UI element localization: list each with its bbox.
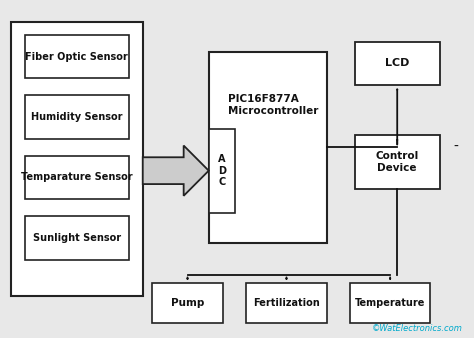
Text: A
D
C: A D C (218, 154, 226, 187)
Text: Temparature Sensor: Temparature Sensor (21, 172, 133, 183)
FancyBboxPatch shape (25, 155, 128, 199)
FancyBboxPatch shape (25, 95, 128, 139)
Text: PIC16F877A
Microcontroller: PIC16F877A Microcontroller (228, 94, 319, 116)
FancyBboxPatch shape (25, 216, 128, 260)
FancyBboxPatch shape (350, 283, 430, 323)
FancyBboxPatch shape (152, 283, 223, 323)
Text: Pump: Pump (171, 298, 204, 308)
Text: ©WatElectronics.com: ©WatElectronics.com (372, 324, 463, 333)
Polygon shape (143, 146, 209, 196)
Text: LCD: LCD (385, 58, 410, 68)
Text: Control
Device: Control Device (375, 151, 419, 173)
FancyBboxPatch shape (209, 52, 327, 243)
Text: -: - (454, 140, 458, 154)
Text: Temperature: Temperature (355, 298, 425, 308)
Text: Fiber Optic Sensor: Fiber Optic Sensor (26, 52, 128, 62)
FancyBboxPatch shape (25, 35, 128, 78)
Text: Sunlight Sensor: Sunlight Sensor (33, 233, 121, 243)
FancyBboxPatch shape (355, 136, 439, 189)
FancyBboxPatch shape (209, 129, 235, 213)
FancyBboxPatch shape (11, 22, 143, 296)
Text: Humidity Sensor: Humidity Sensor (31, 112, 123, 122)
Text: Fertilization: Fertilization (253, 298, 320, 308)
FancyBboxPatch shape (355, 42, 439, 85)
FancyBboxPatch shape (246, 283, 327, 323)
